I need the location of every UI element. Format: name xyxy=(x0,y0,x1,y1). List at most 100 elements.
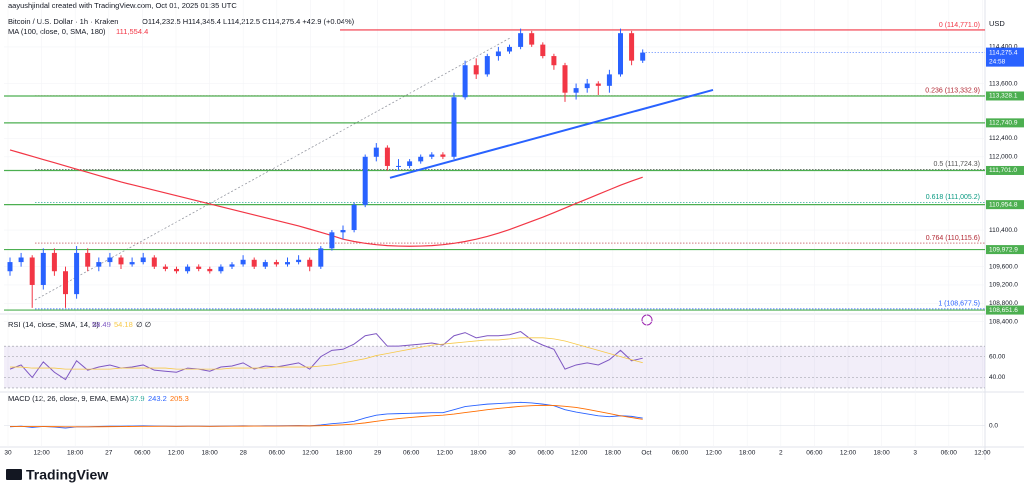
macd-legend: MACD (12, 26, close, 9, EMA, EMA) xyxy=(8,394,129,403)
level-price-label: 109,972.9 xyxy=(989,246,1018,253)
time-label: 06:00 xyxy=(537,450,554,457)
author-line: aayushjindal created with TradingView.co… xyxy=(8,1,237,10)
macd-histogram-value: 37.9 xyxy=(130,394,145,403)
price-tick-label: 110,400.0 xyxy=(989,227,1018,234)
fib-label: 0.764 (110,115.6) xyxy=(926,235,980,242)
candle-body xyxy=(107,257,113,263)
rsi-line xyxy=(10,337,643,370)
fib-label: 1 (108,677.5) xyxy=(938,301,980,308)
candle-body xyxy=(540,44,546,57)
time-label: Oct xyxy=(641,450,651,457)
time-label: 18:00 xyxy=(470,450,487,457)
candle-body xyxy=(407,161,413,166)
candle-body xyxy=(196,266,202,269)
time-label: 12:00 xyxy=(437,450,454,457)
event-icon[interactable] xyxy=(641,314,653,326)
candle-body xyxy=(573,88,579,93)
time-label: 30 xyxy=(508,450,516,457)
time-label: 3 xyxy=(913,450,917,457)
price-tick-label: 113,600.0 xyxy=(989,80,1018,87)
candle-body xyxy=(351,204,357,231)
candle-body xyxy=(595,83,601,86)
candle-body xyxy=(318,248,324,267)
candle-body xyxy=(29,257,35,285)
candle-body xyxy=(606,74,612,86)
price-tick-label: 112,000.0 xyxy=(989,154,1018,161)
rsi-band xyxy=(4,346,985,388)
candle-body xyxy=(251,259,257,267)
candle-body xyxy=(584,83,590,89)
candle-body xyxy=(174,268,179,272)
candle-body xyxy=(429,154,435,157)
price-tick-label: 109,600.0 xyxy=(989,263,1018,270)
level-price-label: 111,701.0 xyxy=(989,167,1017,174)
fib-label: 0.618 (111,005.2) xyxy=(926,194,980,201)
candle-body xyxy=(162,266,168,269)
candle-body xyxy=(396,165,401,167)
candle-body xyxy=(562,65,568,93)
time-label: 06:00 xyxy=(134,450,151,457)
candle-body xyxy=(63,271,68,295)
candle-body xyxy=(451,97,457,157)
candle-body xyxy=(185,266,191,272)
rsi-tick-label: 60.00 xyxy=(989,353,1006,360)
candle-body xyxy=(551,56,557,66)
time-label: 18:00 xyxy=(67,450,84,457)
ma-line xyxy=(9,149,643,247)
fib-label: 0.5 (111,724.3) xyxy=(934,161,980,168)
logo-text: TradingView xyxy=(26,467,108,483)
candle-body xyxy=(340,230,346,233)
price-tick-label: 112,400.0 xyxy=(989,135,1018,142)
fib-trend-line xyxy=(34,37,511,301)
level-price-label: 112,740.9 xyxy=(989,120,1018,127)
last-price-label: 114,275.4 xyxy=(989,49,1018,56)
candle-body xyxy=(507,46,512,52)
candle-body xyxy=(18,257,24,263)
last-price-box xyxy=(986,47,1024,67)
macd-line xyxy=(9,404,643,428)
rsi-legend: RSI (14, close, SMA, 14, 2) xyxy=(8,320,99,329)
price-tick-label: 108,800.0 xyxy=(989,300,1018,307)
candle-body xyxy=(151,257,157,267)
fib-label: 0.236 (113,332.9) xyxy=(925,88,980,95)
time-label: 12:00 xyxy=(840,450,857,457)
price-tick-label: 109,200.0 xyxy=(989,282,1018,289)
time-label: 18:00 xyxy=(873,450,890,457)
candle-body xyxy=(373,147,379,157)
logo-icon xyxy=(6,469,22,480)
candle-body xyxy=(362,156,368,205)
candle-body xyxy=(629,33,635,61)
candle-body xyxy=(418,156,424,162)
ma-value: 111,554.4 xyxy=(116,27,148,36)
candle-body xyxy=(384,147,390,166)
candle-body xyxy=(329,232,335,249)
level-price-box xyxy=(986,245,1024,255)
trend-line xyxy=(389,88,714,179)
level-price-box xyxy=(986,165,1024,175)
time-label: 12:00 xyxy=(33,450,50,457)
candle-body xyxy=(296,259,302,263)
candle-body xyxy=(129,262,135,265)
candle-body xyxy=(96,262,102,267)
currency: USD xyxy=(989,19,1005,28)
ma-legend: MA (100, close, 0, SMA, 180) xyxy=(8,27,106,36)
time-label: 06:00 xyxy=(672,450,689,457)
time-label: 27 xyxy=(105,450,113,457)
candle-body xyxy=(495,51,501,57)
candle-body xyxy=(440,154,446,157)
macd-signal-value: 205.3 xyxy=(170,394,189,403)
candle-body xyxy=(51,252,57,272)
time-label: 18:00 xyxy=(739,450,756,457)
level-price-box xyxy=(986,305,1024,315)
rsi-empty: ∅ ∅ xyxy=(136,320,151,329)
candle-body xyxy=(85,252,91,267)
candle-body xyxy=(307,259,313,267)
candle-body xyxy=(473,65,479,75)
time-label: 30 xyxy=(4,450,12,457)
candle-body xyxy=(273,262,279,265)
ohlc: O114,232.5 H114,345.4 L114,212.5 C114,27… xyxy=(142,17,355,26)
candle-body xyxy=(218,266,224,272)
time-label: 06:00 xyxy=(269,450,286,457)
rsi-value: 58.49 xyxy=(92,320,111,329)
macd-tick-label: 0.0 xyxy=(989,422,998,429)
